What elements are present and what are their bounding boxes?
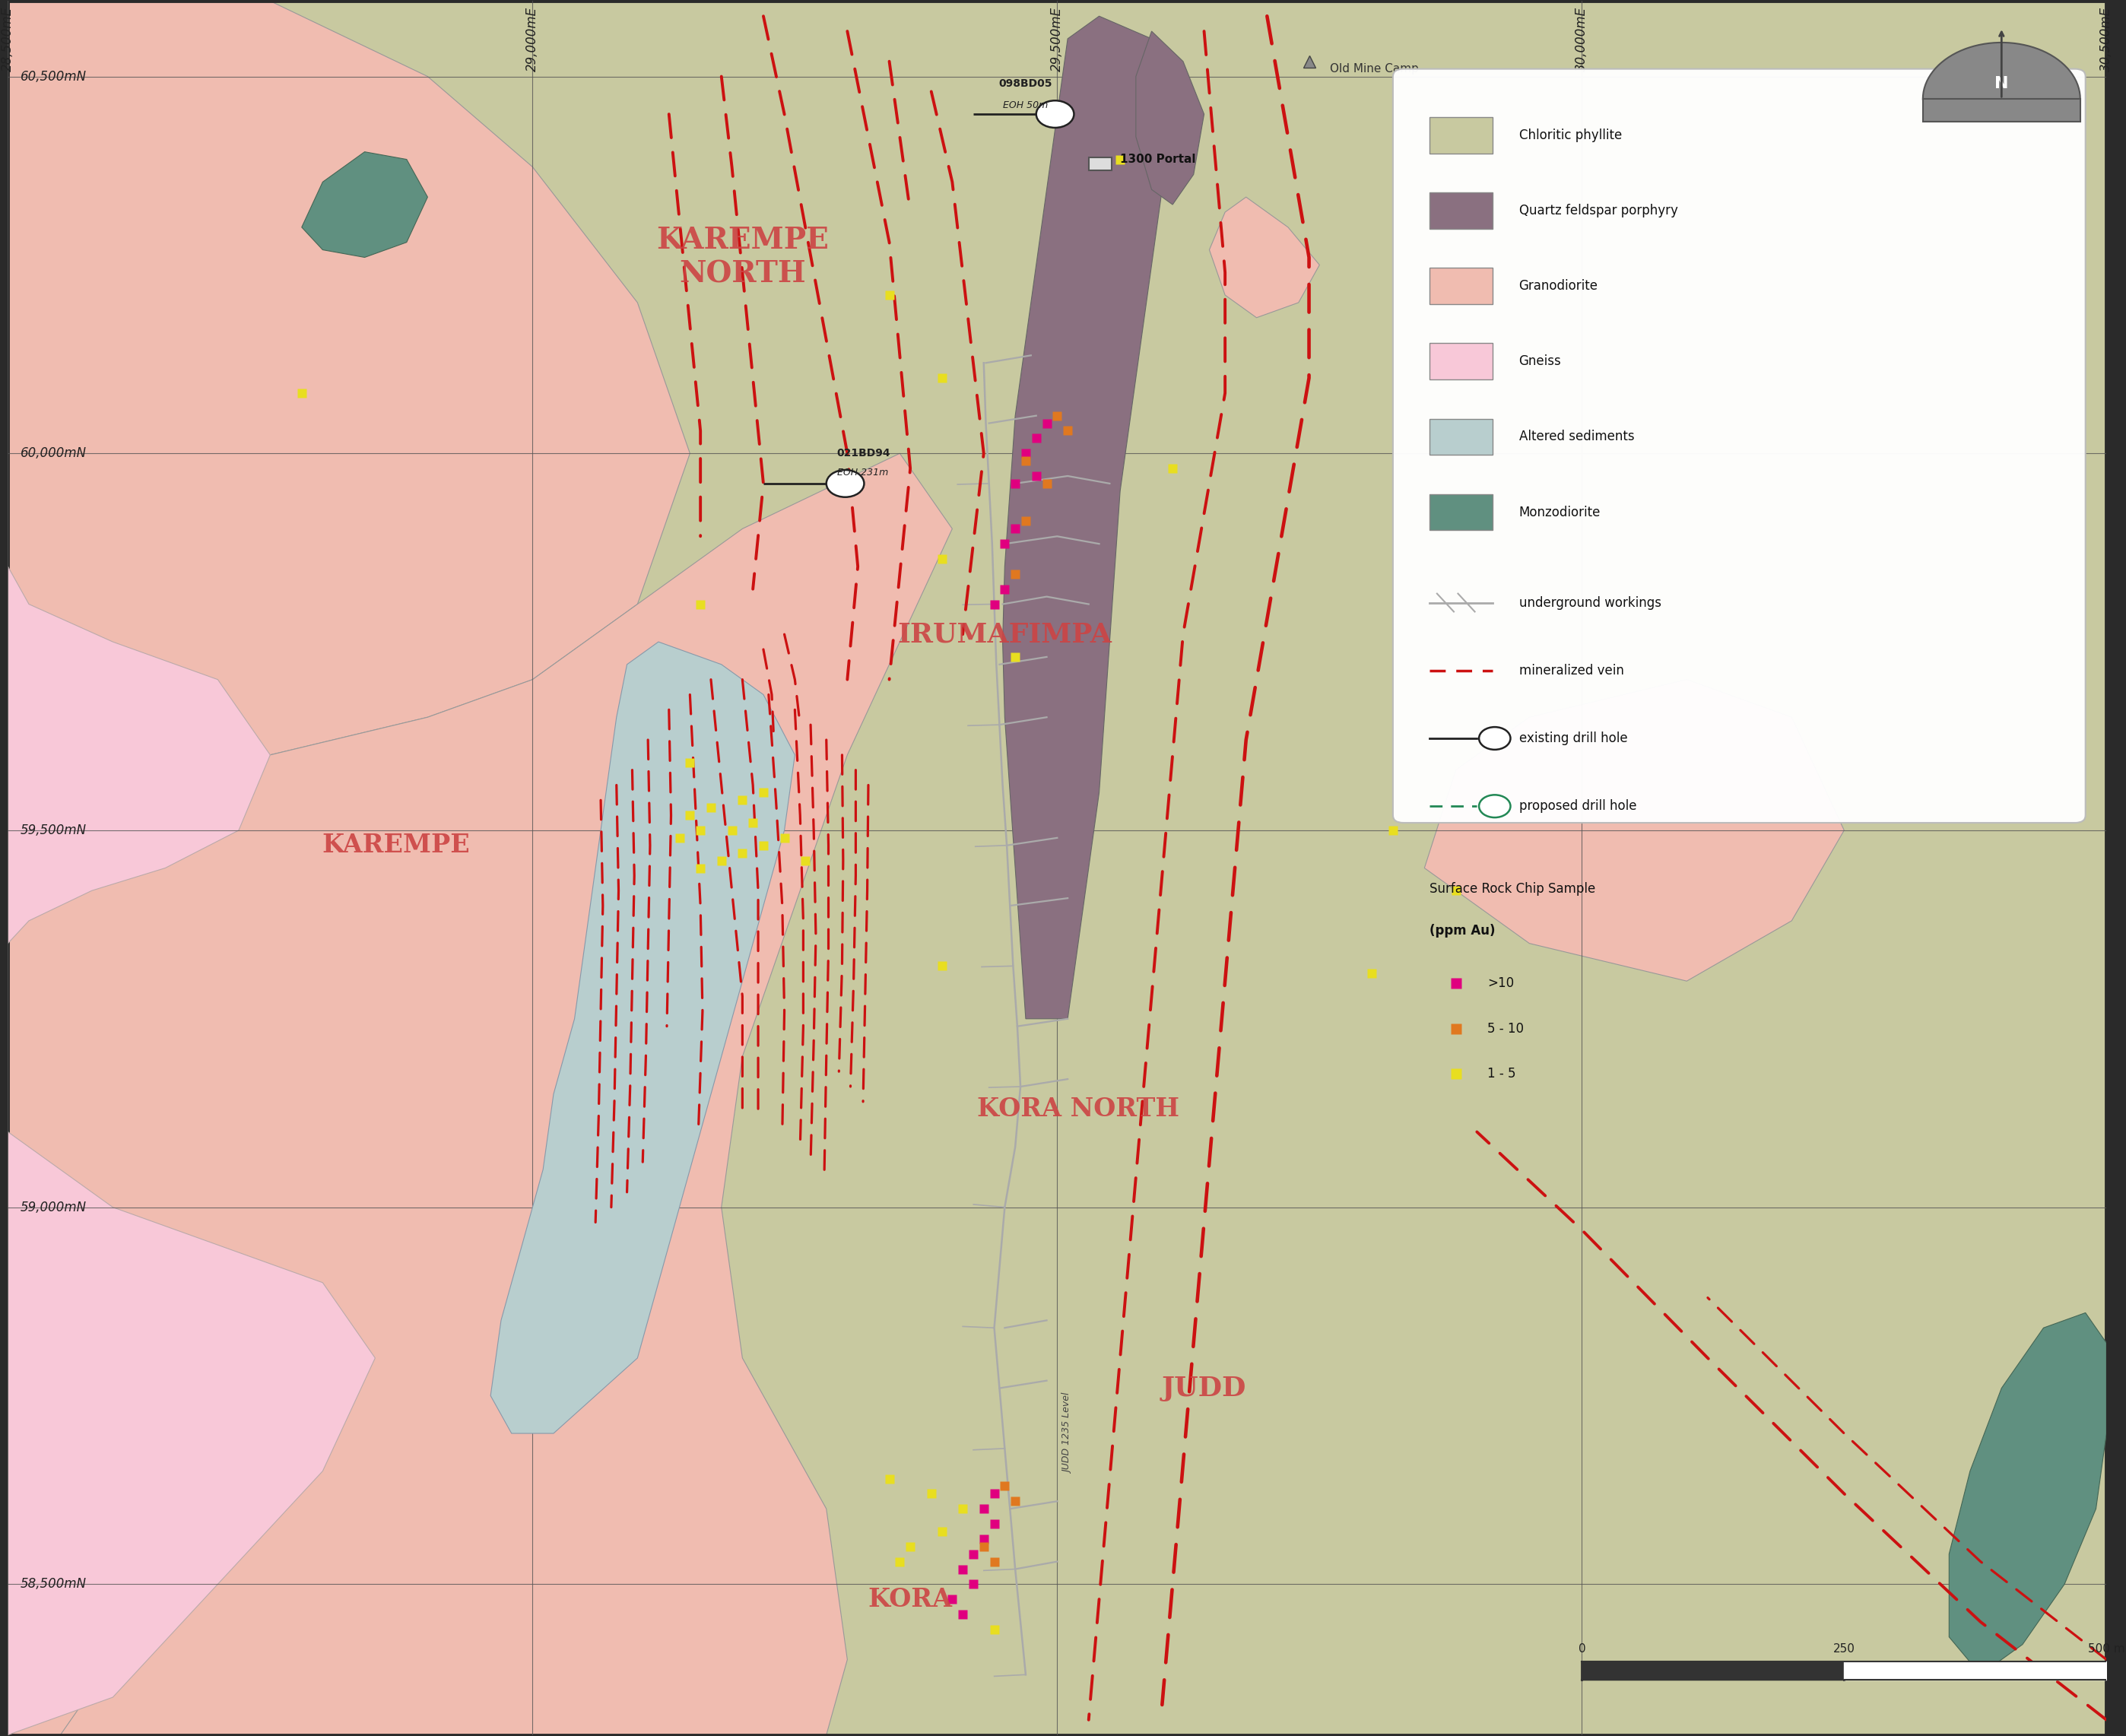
- Text: KORA NORTH: KORA NORTH: [978, 1097, 1180, 1121]
- Text: Altered sediments: Altered sediments: [1518, 431, 1635, 444]
- Text: 29,000mE: 29,000mE: [525, 7, 540, 71]
- Text: >10: >10: [1488, 976, 1514, 990]
- Bar: [1089, 156, 1112, 170]
- FancyBboxPatch shape: [1393, 69, 2086, 823]
- Circle shape: [827, 470, 863, 496]
- Bar: [1429, 418, 1492, 455]
- Text: 28,500mE: 28,500mE: [0, 7, 15, 71]
- Polygon shape: [9, 1132, 374, 1734]
- Text: 1300 Portal: 1300 Portal: [1120, 155, 1195, 165]
- Text: (ppm Au): (ppm Au): [1429, 924, 1495, 937]
- Text: N: N: [1994, 76, 2009, 92]
- Polygon shape: [302, 151, 427, 257]
- Text: proposed drill hole: proposed drill hole: [1518, 799, 1637, 812]
- Text: 098BD05: 098BD05: [999, 78, 1052, 89]
- Text: JUDD 1235 Level: JUDD 1235 Level: [1063, 1394, 1074, 1474]
- Bar: [1922, 99, 2079, 122]
- Text: 59,000mN: 59,000mN: [21, 1200, 87, 1213]
- Circle shape: [1480, 795, 1509, 818]
- Text: Old Mine Camp: Old Mine Camp: [1331, 62, 1418, 75]
- Polygon shape: [9, 1321, 270, 1734]
- Text: 5 - 10: 5 - 10: [1488, 1023, 1524, 1035]
- Text: underground workings: underground workings: [1518, 595, 1660, 609]
- Polygon shape: [9, 2, 691, 906]
- Polygon shape: [1003, 16, 1174, 1019]
- Polygon shape: [9, 453, 952, 1734]
- Text: Gneiss: Gneiss: [1518, 354, 1560, 368]
- Polygon shape: [1424, 679, 1843, 981]
- Text: 0: 0: [1577, 1642, 1586, 1654]
- Text: 58,500mN: 58,500mN: [21, 1578, 87, 1590]
- Text: 29,500mE: 29,500mE: [1050, 7, 1063, 71]
- Polygon shape: [9, 566, 270, 943]
- Text: 30,000mE: 30,000mE: [1575, 7, 1588, 71]
- Text: Monzodiorite: Monzodiorite: [1518, 505, 1601, 519]
- Text: IRUMAFIMPA: IRUMAFIMPA: [897, 621, 1112, 648]
- Text: 1 - 5: 1 - 5: [1488, 1068, 1516, 1080]
- Text: KAREMPE: KAREMPE: [323, 833, 470, 858]
- Bar: [1429, 116, 1492, 153]
- Circle shape: [1480, 727, 1509, 750]
- Text: EOH 50m: EOH 50m: [1003, 101, 1048, 109]
- Text: existing drill hole: existing drill hole: [1518, 731, 1626, 745]
- Bar: [1429, 193, 1492, 229]
- Bar: [1429, 344, 1492, 380]
- Polygon shape: [1135, 31, 1203, 205]
- Circle shape: [1035, 101, 1074, 128]
- Text: mineralized vein: mineralized vein: [1518, 663, 1624, 677]
- Text: 500 m: 500 m: [2088, 1642, 2126, 1654]
- Text: KAREMPE
NORTH: KAREMPE NORTH: [657, 226, 829, 288]
- Text: 60,500mN: 60,500mN: [21, 69, 87, 83]
- Text: KORA: KORA: [867, 1587, 952, 1611]
- Polygon shape: [491, 642, 795, 1434]
- Text: 60,000mN: 60,000mN: [21, 446, 87, 460]
- Bar: [1429, 267, 1492, 304]
- Bar: [1429, 495, 1492, 529]
- Text: Granodiorite: Granodiorite: [1518, 279, 1599, 293]
- Text: 250: 250: [1833, 1642, 1856, 1654]
- Text: Chloritic phyllite: Chloritic phyllite: [1518, 128, 1622, 142]
- Polygon shape: [1210, 198, 1320, 318]
- Polygon shape: [1922, 43, 2079, 99]
- Text: 30,500mE: 30,500mE: [2100, 7, 2113, 71]
- Text: 021BD94: 021BD94: [838, 448, 891, 458]
- Text: Surface Rock Chip Sample: Surface Rock Chip Sample: [1429, 882, 1597, 896]
- Text: 59,500mN: 59,500mN: [21, 823, 87, 837]
- Text: EOH 231m: EOH 231m: [838, 467, 889, 477]
- Text: JUDD: JUDD: [1161, 1375, 1246, 1401]
- Text: Quartz feldspar porphyry: Quartz feldspar porphyry: [1518, 203, 1677, 217]
- Polygon shape: [1950, 1312, 2107, 1675]
